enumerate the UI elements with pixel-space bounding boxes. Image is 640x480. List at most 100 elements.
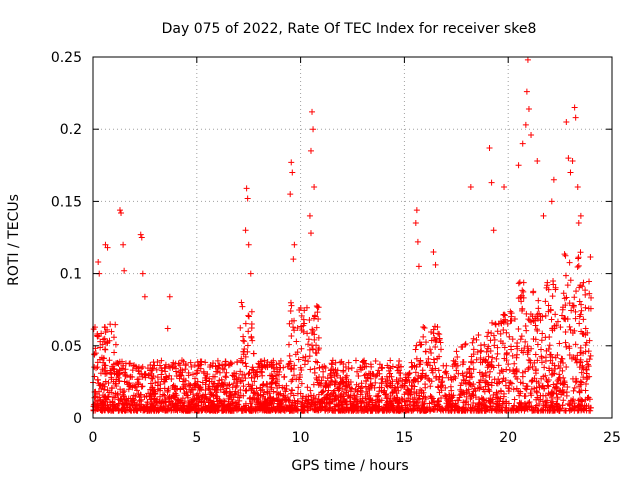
- data-point: [160, 391, 167, 398]
- data-point: [227, 359, 234, 366]
- data-point: [492, 320, 499, 327]
- data-point: [339, 376, 346, 383]
- data-point: [98, 354, 105, 361]
- data-point: [574, 264, 581, 271]
- data-point: [569, 375, 576, 382]
- data-point: [210, 360, 217, 367]
- data-point: [274, 366, 281, 373]
- data-point: [576, 389, 583, 396]
- data-point: [522, 338, 529, 345]
- data-point: [519, 287, 526, 294]
- data-point: [245, 370, 252, 377]
- y-tick-label: 0: [73, 411, 82, 427]
- data-point: [101, 346, 108, 353]
- plot-frame: [92, 56, 613, 419]
- data-point-outlier: [569, 157, 576, 164]
- data-point: [468, 359, 475, 366]
- data-point: [502, 317, 509, 324]
- data-point: [119, 365, 126, 372]
- data-point: [439, 382, 446, 389]
- data-point-outlier: [288, 159, 295, 166]
- data-point: [174, 396, 181, 403]
- data-point: [463, 393, 470, 400]
- data-point-outlier: [137, 231, 144, 238]
- data-point: [257, 392, 264, 399]
- data-point: [586, 337, 593, 344]
- data-point: [553, 403, 560, 410]
- data-point: [431, 323, 438, 330]
- data-point: [534, 357, 541, 364]
- data-point: [99, 398, 106, 405]
- data-point: [265, 407, 272, 414]
- data-point: [530, 289, 537, 296]
- data-point: [478, 347, 485, 354]
- data-point: [416, 361, 423, 368]
- data-point: [573, 288, 580, 295]
- data-point: [308, 401, 315, 408]
- data-point: [194, 369, 201, 376]
- data-point: [438, 379, 445, 386]
- data-point: [564, 384, 571, 391]
- data-point: [114, 390, 121, 397]
- data-point: [309, 327, 316, 334]
- data-point: [554, 318, 561, 325]
- data-point-outlier: [565, 155, 572, 162]
- data-point: [251, 389, 258, 396]
- data-point: [454, 354, 461, 361]
- data-point: [223, 385, 230, 392]
- data-point: [571, 400, 578, 407]
- data-point: [298, 401, 305, 408]
- data-point: [532, 351, 539, 358]
- data-point: [213, 389, 220, 396]
- data-point: [142, 371, 149, 378]
- x-tick-label: 0: [89, 430, 98, 446]
- data-point: [560, 389, 567, 396]
- data-point: [578, 369, 585, 376]
- data-point: [215, 403, 222, 410]
- data-point: [487, 395, 494, 402]
- data-point: [578, 301, 585, 308]
- data-point: [280, 392, 287, 399]
- data-point: [298, 366, 305, 373]
- data-point: [177, 362, 184, 369]
- data-point: [320, 373, 327, 380]
- data-point: [258, 368, 265, 375]
- data-point-outlier: [120, 241, 127, 248]
- data-point: [238, 378, 245, 385]
- data-point: [124, 407, 131, 414]
- data-point: [228, 360, 235, 367]
- data-point: [495, 395, 502, 402]
- data-point-outlier: [522, 121, 529, 128]
- data-point: [185, 403, 192, 410]
- data-point: [437, 346, 444, 353]
- data-point: [313, 375, 320, 382]
- data-point: [537, 396, 544, 403]
- data-point: [480, 386, 487, 393]
- data-point: [376, 406, 383, 413]
- data-point: [480, 396, 487, 403]
- data-point: [488, 362, 495, 369]
- data-point: [354, 368, 361, 375]
- data-point: [290, 324, 297, 331]
- data-point: [452, 358, 459, 365]
- y-axis-ticks: 0 0.05 0.1 0.15 0.2 0.25: [51, 50, 612, 427]
- data-point: [428, 394, 435, 401]
- data-point: [122, 366, 129, 373]
- data-point: [582, 304, 589, 311]
- data-point-outlier: [287, 191, 294, 198]
- data-point: [557, 324, 564, 331]
- data-point-outlier: [245, 241, 252, 248]
- data-point: [240, 383, 247, 390]
- data-point: [541, 364, 548, 371]
- data-point: [525, 316, 532, 323]
- data-point: [282, 402, 289, 409]
- data-point: [549, 404, 556, 411]
- data-point: [226, 381, 233, 388]
- data-point: [490, 392, 497, 399]
- data-point: [222, 362, 229, 369]
- data-point: [576, 320, 583, 327]
- data-point: [525, 364, 532, 371]
- data-point: [430, 406, 437, 413]
- data-point: [332, 381, 339, 388]
- data-point: [561, 251, 568, 258]
